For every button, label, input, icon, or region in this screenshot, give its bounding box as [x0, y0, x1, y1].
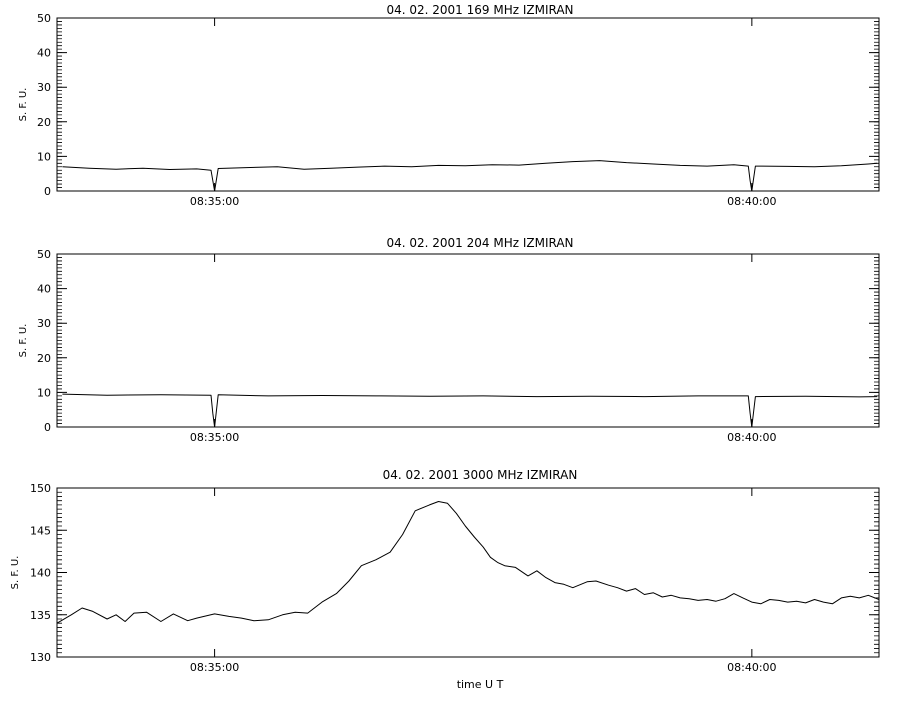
y-tick-label: 150	[30, 482, 51, 495]
y-tick-label: 50	[37, 12, 51, 25]
y-minor-ticks	[57, 253, 879, 428]
y-tick-label: 40	[37, 47, 51, 60]
chart-panel-2: 04. 02. 2001 204 MHz IZMIRAN 0 10 20 30 40 50 0…	[18, 236, 880, 444]
y-tick-label: 50	[37, 248, 51, 261]
y-tick-label: 0	[44, 185, 51, 198]
x-tick-label: 08:35:00	[190, 431, 239, 444]
chart-title: 04. 02. 2001 169 MHz IZMIRAN	[386, 3, 573, 17]
plot-frame	[56, 253, 880, 428]
series-line	[62, 160, 878, 192]
x-axis-label: time U T	[457, 678, 504, 691]
plot-frame	[56, 17, 880, 192]
x-tick-label: 08:40:00	[727, 661, 776, 674]
chart-title: 04. 02. 2001 204 MHz IZMIRAN	[386, 236, 573, 250]
chart-title: 04. 02. 2001 3000 MHz IZMIRAN	[383, 468, 578, 482]
y-tick-label: 40	[37, 283, 51, 296]
y-tick-label: 30	[37, 317, 51, 330]
y-tick-label: 130	[30, 651, 51, 664]
y-minor-ticks	[57, 487, 879, 658]
series-line	[62, 393, 878, 428]
plot-frame	[56, 487, 880, 658]
x-tick-label: 08:40:00	[727, 431, 776, 444]
y-tick-label: 20	[37, 352, 51, 365]
y-minor-ticks	[57, 17, 879, 192]
y-tick-label: 135	[30, 609, 51, 622]
x-tick-label: 08:40:00	[727, 195, 776, 208]
series-line	[56, 501, 880, 624]
x-tick-label: 08:35:00	[190, 661, 239, 674]
y-tick-label: 140	[30, 567, 51, 580]
y-tick-label: 145	[30, 524, 51, 537]
y-tick-label: 0	[44, 421, 51, 434]
y-axis-label: S. F. U.	[10, 556, 21, 590]
chart-panel-1: 04. 02. 2001 169 MHz IZMIRAN 0 10 20 30 40 50 0…	[18, 3, 880, 208]
y-axis-label: S. F. U.	[18, 88, 29, 122]
x-tick-label: 08:35:00	[190, 195, 239, 208]
y-tick-label: 20	[37, 116, 51, 129]
y-tick-label: 30	[37, 81, 51, 94]
y-tick-label: 10	[37, 386, 51, 399]
chart-panel-3: 04. 02. 2001 3000 MHz IZMIRAN 130 135 140 14…	[10, 468, 880, 691]
y-axis-label: S. F. U.	[18, 324, 29, 358]
y-tick-label: 10	[37, 150, 51, 163]
